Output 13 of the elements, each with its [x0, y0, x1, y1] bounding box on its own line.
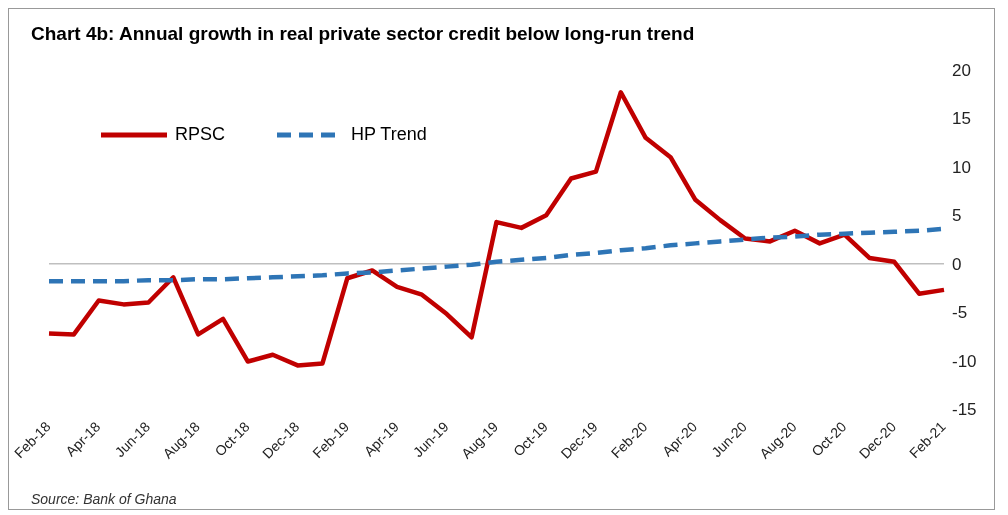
y-tick-label: 15	[952, 109, 971, 129]
y-tick-label: -10	[952, 351, 977, 371]
line-series	[46, 90, 947, 368]
y-tick-label: 0	[952, 254, 962, 274]
source-note: Source: Bank of Ghana	[31, 491, 177, 507]
legend-label: RPSC	[175, 124, 226, 145]
y-tick-label: 5	[952, 206, 962, 226]
y-tick-label: 10	[952, 157, 971, 177]
y-tick-label: 20	[952, 61, 971, 81]
legend-label: HP Trend	[351, 124, 427, 145]
chart-title: Chart 4b: Annual growth in real private sector credit below long-run trend	[31, 23, 695, 45]
y-tick-label: -15	[952, 400, 977, 420]
y-tick-label: -5	[952, 303, 968, 323]
